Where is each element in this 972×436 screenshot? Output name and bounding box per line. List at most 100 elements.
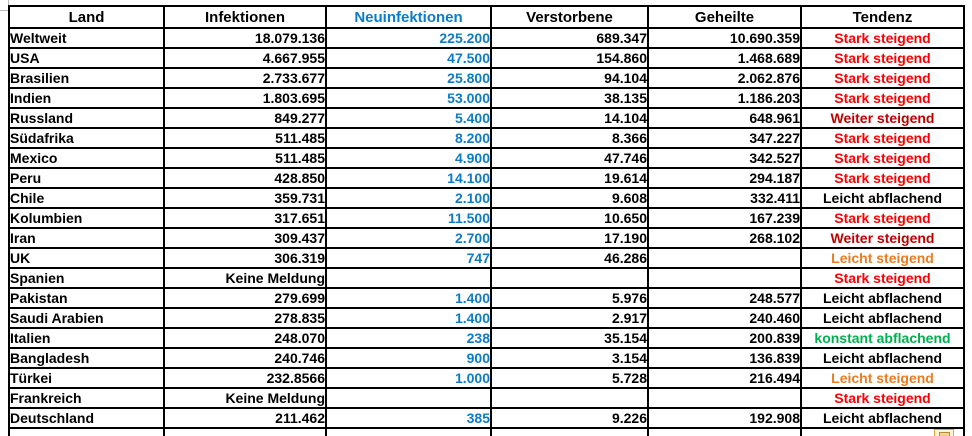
cell-verstorbene[interactable]: 47.746 xyxy=(490,147,649,169)
cell-empty[interactable] xyxy=(8,427,165,436)
cell-neuinfektionen[interactable] xyxy=(325,267,492,289)
cell-tendenz[interactable]: Leicht abflachend xyxy=(800,287,965,309)
cell-geheilte[interactable]: 1.186.203 xyxy=(647,87,802,109)
cell-tendenz[interactable]: Stark steigend xyxy=(800,67,965,89)
cell-land[interactable]: Peru xyxy=(8,167,165,189)
cell-infektionen[interactable]: 279.699 xyxy=(163,287,327,309)
cell-tendenz[interactable]: Leicht steigend xyxy=(800,367,965,389)
cell-tendenz[interactable]: Stark steigend xyxy=(800,127,965,149)
cell-verstorbene[interactable]: 3.154 xyxy=(490,347,649,369)
cell-neuinfektionen[interactable]: 1.000 xyxy=(325,367,492,389)
cell-geheilte[interactable]: 342.527 xyxy=(647,147,802,169)
cell-tendenz[interactable]: Stark steigend xyxy=(800,387,965,409)
cell-verstorbene[interactable]: 8.366 xyxy=(490,127,649,149)
cell-verstorbene[interactable]: 14.104 xyxy=(490,107,649,129)
cell-land[interactable]: Brasilien xyxy=(8,67,165,89)
cell-geheilte[interactable] xyxy=(647,387,802,409)
cell-infektionen[interactable]: 359.731 xyxy=(163,187,327,209)
cell-land[interactable]: Spanien xyxy=(8,267,165,289)
cell-verstorbene[interactable]: 5.728 xyxy=(490,367,649,389)
cell-tendenz[interactable]: Weiter steigend xyxy=(800,107,965,129)
cell-infektionen[interactable]: 2.733.677 xyxy=(163,67,327,89)
cell-land[interactable]: Südafrika xyxy=(8,127,165,149)
cell-land[interactable]: Mexico xyxy=(8,147,165,169)
cell-tendenz[interactable]: Stark steigend xyxy=(800,147,965,169)
cell-verstorbene[interactable]: 35.154 xyxy=(490,327,649,349)
cell-verstorbene[interactable]: 46.286 xyxy=(490,247,649,269)
header-verstorbene[interactable]: Verstorbene xyxy=(490,5,649,29)
cell-infektionen[interactable]: 511.485 xyxy=(163,127,327,149)
cell-neuinfektionen[interactable]: 900 xyxy=(325,347,492,369)
cell-land[interactable]: Deutschland xyxy=(8,407,165,429)
cell-geheilte[interactable]: 332.411 xyxy=(647,187,802,209)
cell-verstorbene[interactable]: 9.608 xyxy=(490,187,649,209)
cell-empty[interactable] xyxy=(490,427,649,436)
cell-neuinfektionen[interactable]: 25.800 xyxy=(325,67,492,89)
cell-verstorbene[interactable] xyxy=(490,387,649,409)
cell-land[interactable]: Iran xyxy=(8,227,165,249)
cell-empty[interactable] xyxy=(163,427,327,436)
cell-neuinfektionen[interactable]: 238 xyxy=(325,327,492,349)
cell-geheilte[interactable]: 268.102 xyxy=(647,227,802,249)
cell-neuinfektionen[interactable]: 1.400 xyxy=(325,287,492,309)
cell-empty[interactable] xyxy=(800,427,965,436)
cell-neuinfektionen[interactable]: 2.700 xyxy=(325,227,492,249)
cell-tendenz[interactable]: konstant abflachend xyxy=(800,327,965,349)
header-land[interactable]: Land xyxy=(8,5,165,29)
cell-neuinfektionen[interactable]: 747 xyxy=(325,247,492,269)
cell-land[interactable]: Russland xyxy=(8,107,165,129)
header-tendenz[interactable]: Tendenz xyxy=(800,5,965,29)
cell-infektionen[interactable]: 248.070 xyxy=(163,327,327,349)
cell-neuinfektionen[interactable]: 53.000 xyxy=(325,87,492,109)
cell-land[interactable]: USA xyxy=(8,47,165,69)
cell-verstorbene[interactable]: 38.135 xyxy=(490,87,649,109)
cell-verstorbene[interactable]: 94.104 xyxy=(490,67,649,89)
cell-land[interactable]: Kolumbien xyxy=(8,207,165,229)
cell-verstorbene[interactable]: 19.614 xyxy=(490,167,649,189)
cell-infektionen[interactable]: 18.079.136 xyxy=(163,27,327,49)
cell-land[interactable]: Chile xyxy=(8,187,165,209)
cell-tendenz[interactable]: Stark steigend xyxy=(800,167,965,189)
cell-neuinfektionen[interactable]: 5.400 xyxy=(325,107,492,129)
autofill-options-icon[interactable] xyxy=(934,429,954,436)
cell-tendenz[interactable]: Stark steigend xyxy=(800,27,965,49)
cell-geheilte[interactable]: 648.961 xyxy=(647,107,802,129)
cell-verstorbene[interactable]: 17.190 xyxy=(490,227,649,249)
cell-geheilte[interactable]: 216.494 xyxy=(647,367,802,389)
cell-land[interactable]: Pakistan xyxy=(8,287,165,309)
cell-geheilte[interactable]: 200.839 xyxy=(647,327,802,349)
cell-tendenz[interactable]: Stark steigend xyxy=(800,47,965,69)
cell-neuinfektionen[interactable]: 1.400 xyxy=(325,307,492,329)
cell-tendenz[interactable]: Leicht steigend xyxy=(800,247,965,269)
cell-neuinfektionen[interactable]: 385 xyxy=(325,407,492,429)
cell-verstorbene[interactable]: 2.917 xyxy=(490,307,649,329)
cell-tendenz[interactable]: Leicht abflachend xyxy=(800,307,965,329)
cell-infektionen[interactable]: Keine Meldung xyxy=(163,387,327,409)
cell-tendenz[interactable]: Stark steigend xyxy=(800,87,965,109)
cell-tendenz[interactable]: Leicht abflachend xyxy=(800,187,965,209)
cell-neuinfektionen[interactable]: 14.100 xyxy=(325,167,492,189)
header-infektionen[interactable]: Infektionen xyxy=(163,5,327,29)
cell-neuinfektionen[interactable] xyxy=(325,387,492,409)
cell-infektionen[interactable]: 1.803.695 xyxy=(163,87,327,109)
cell-land[interactable]: Italien xyxy=(8,327,165,349)
cell-geheilte[interactable]: 248.577 xyxy=(647,287,802,309)
cell-land[interactable]: Bangladesh xyxy=(8,347,165,369)
cell-infektionen[interactable]: 309.437 xyxy=(163,227,327,249)
cell-verstorbene[interactable]: 154.860 xyxy=(490,47,649,69)
cell-infektionen[interactable]: 211.462 xyxy=(163,407,327,429)
cell-geheilte[interactable]: 136.839 xyxy=(647,347,802,369)
cell-tendenz[interactable]: Weiter steigend xyxy=(800,227,965,249)
cell-geheilte[interactable]: 294.187 xyxy=(647,167,802,189)
cell-land[interactable]: Türkei xyxy=(8,367,165,389)
cell-neuinfektionen[interactable]: 225.200 xyxy=(325,27,492,49)
cell-infektionen[interactable]: 849.277 xyxy=(163,107,327,129)
cell-neuinfektionen[interactable]: 11.500 xyxy=(325,207,492,229)
cell-infektionen[interactable]: 428.850 xyxy=(163,167,327,189)
cell-verstorbene[interactable]: 689.347 xyxy=(490,27,649,49)
cell-geheilte[interactable]: 240.460 xyxy=(647,307,802,329)
cell-infektionen[interactable]: 240.746 xyxy=(163,347,327,369)
cell-infektionen[interactable]: Keine Meldung xyxy=(163,267,327,289)
cell-neuinfektionen[interactable]: 2.100 xyxy=(325,187,492,209)
cell-tendenz[interactable]: Stark steigend xyxy=(800,207,965,229)
